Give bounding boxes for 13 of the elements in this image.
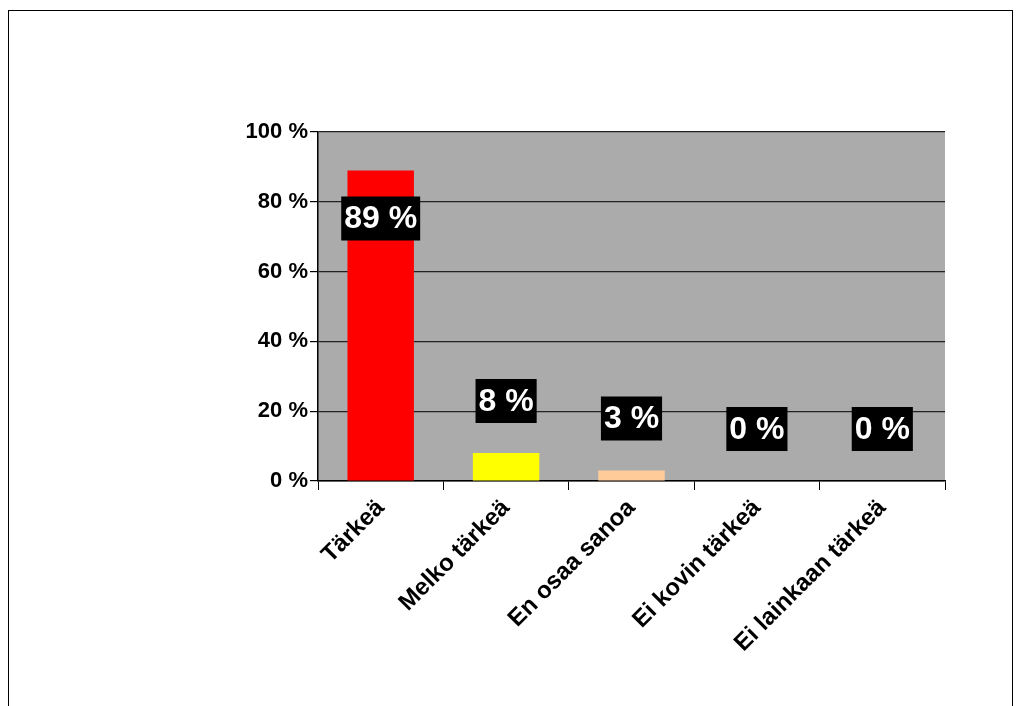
data-label: 3 % <box>603 399 660 436</box>
y-tick-label: 80 % <box>257 187 308 213</box>
y-tick-label: 0 % <box>270 467 308 493</box>
y-tick-label: 20 % <box>257 397 308 423</box>
data-label: 8 % <box>478 381 534 418</box>
y-tick-label: 60 % <box>257 257 308 283</box>
data-label: 89 % <box>344 199 418 236</box>
data-label: 0 % <box>854 409 910 446</box>
bar <box>598 470 665 481</box>
bar <box>472 453 540 481</box>
y-tick-label: 100 % <box>245 118 308 144</box>
y-tick-label: 40 % <box>257 327 308 353</box>
data-label: 0 % <box>729 409 785 446</box>
